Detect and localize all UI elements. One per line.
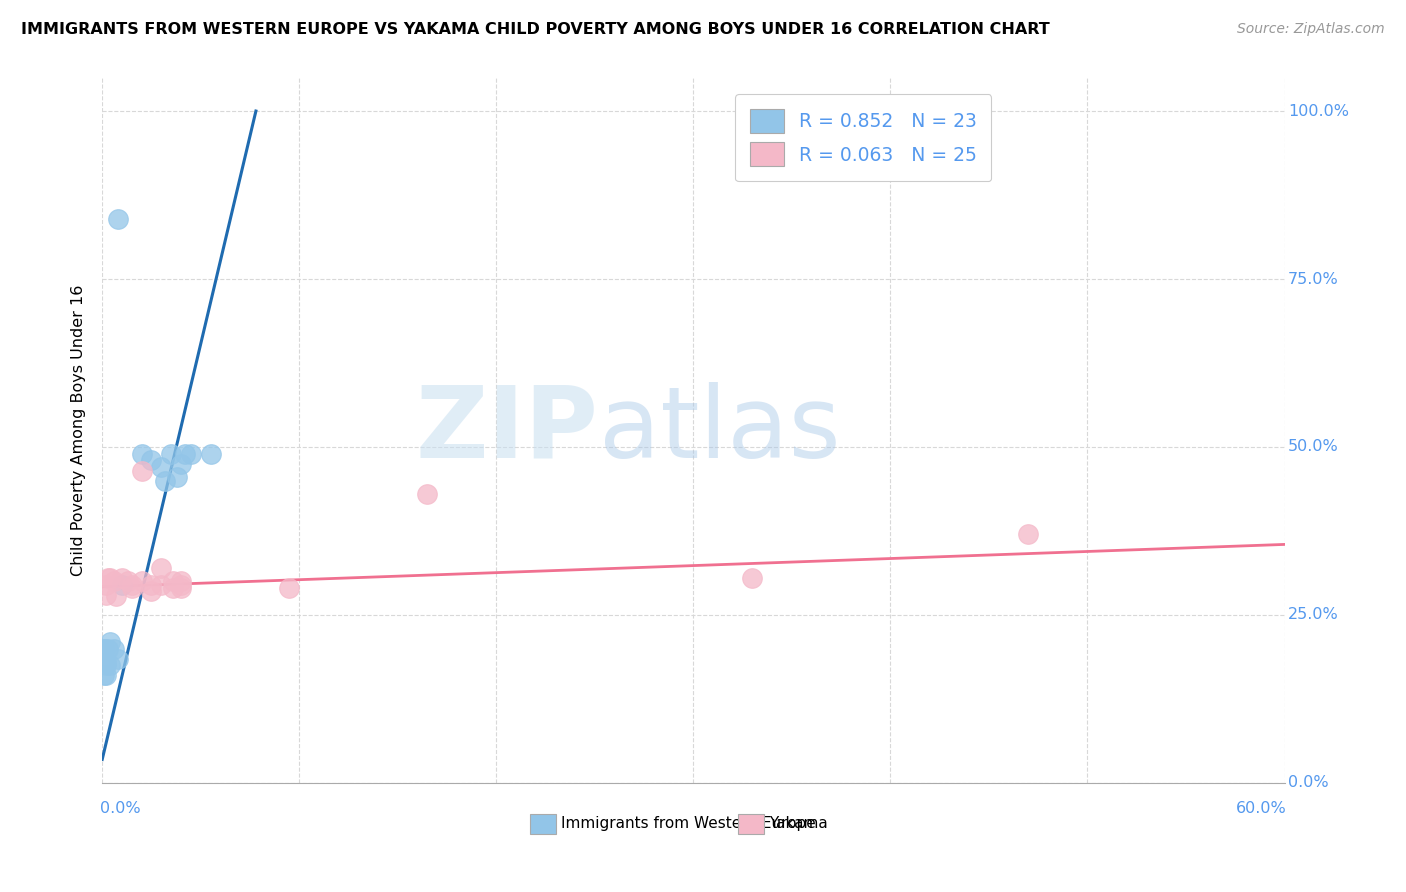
Point — [97, 641, 120, 656]
Point — [416, 487, 439, 501]
Point — [131, 447, 153, 461]
Point — [107, 651, 129, 665]
Point — [111, 578, 134, 592]
Point — [160, 447, 183, 461]
Point — [93, 641, 115, 656]
Point — [98, 635, 121, 649]
FancyBboxPatch shape — [530, 814, 557, 834]
Point — [96, 668, 118, 682]
Point — [141, 578, 163, 592]
Point — [174, 447, 197, 461]
Text: IMMIGRANTS FROM WESTERN EUROPE VS YAKAMA CHILD POVERTY AMONG BOYS UNDER 16 CORRE: IMMIGRANTS FROM WESTERN EUROPE VS YAKAMA… — [21, 22, 1050, 37]
Text: 50.0%: 50.0% — [1288, 440, 1339, 455]
Point — [166, 470, 188, 484]
Point — [150, 578, 173, 592]
Point — [1017, 527, 1039, 541]
Point — [121, 581, 143, 595]
Point — [96, 578, 118, 592]
Point — [96, 588, 118, 602]
Text: 75.0%: 75.0% — [1288, 271, 1339, 286]
Point — [170, 581, 193, 595]
Text: Source: ZipAtlas.com: Source: ZipAtlas.com — [1237, 22, 1385, 37]
Point — [105, 589, 128, 603]
Point — [170, 578, 193, 592]
Point — [162, 574, 184, 589]
Point — [96, 655, 118, 669]
Point — [278, 581, 301, 595]
Point — [131, 574, 153, 589]
Point — [180, 447, 202, 461]
Text: 0.0%: 0.0% — [100, 801, 141, 815]
Text: Immigrants from Western Europe: Immigrants from Western Europe — [561, 816, 815, 831]
Point — [162, 581, 184, 595]
Point — [103, 574, 125, 589]
Point — [93, 641, 115, 656]
Point — [170, 574, 193, 589]
Text: Yakama: Yakama — [769, 816, 828, 831]
Point — [97, 571, 120, 585]
Y-axis label: Child Poverty Among Boys Under 16: Child Poverty Among Boys Under 16 — [72, 285, 86, 576]
Point — [141, 453, 163, 467]
Point — [150, 561, 173, 575]
Text: atlas: atlas — [599, 382, 841, 479]
Text: 25.0%: 25.0% — [1288, 607, 1339, 623]
Point — [107, 211, 129, 226]
Point — [150, 460, 173, 475]
Point — [170, 457, 193, 471]
Point — [155, 474, 177, 488]
Point — [121, 578, 143, 592]
Text: 100.0%: 100.0% — [1288, 103, 1350, 119]
Point — [117, 574, 139, 589]
Text: 0.0%: 0.0% — [1288, 775, 1329, 790]
Legend: R = 0.852   N = 23, R = 0.063   N = 25: R = 0.852 N = 23, R = 0.063 N = 25 — [735, 94, 991, 181]
Point — [93, 668, 115, 682]
Point — [103, 641, 125, 656]
Point — [741, 571, 763, 585]
Point — [200, 447, 222, 461]
FancyBboxPatch shape — [738, 814, 765, 834]
Point — [98, 571, 121, 585]
Point — [141, 584, 163, 599]
Point — [98, 658, 121, 673]
Point — [131, 463, 153, 477]
Point — [111, 571, 134, 585]
Text: 60.0%: 60.0% — [1236, 801, 1286, 815]
Point — [96, 658, 118, 673]
Text: ZIP: ZIP — [416, 382, 599, 479]
